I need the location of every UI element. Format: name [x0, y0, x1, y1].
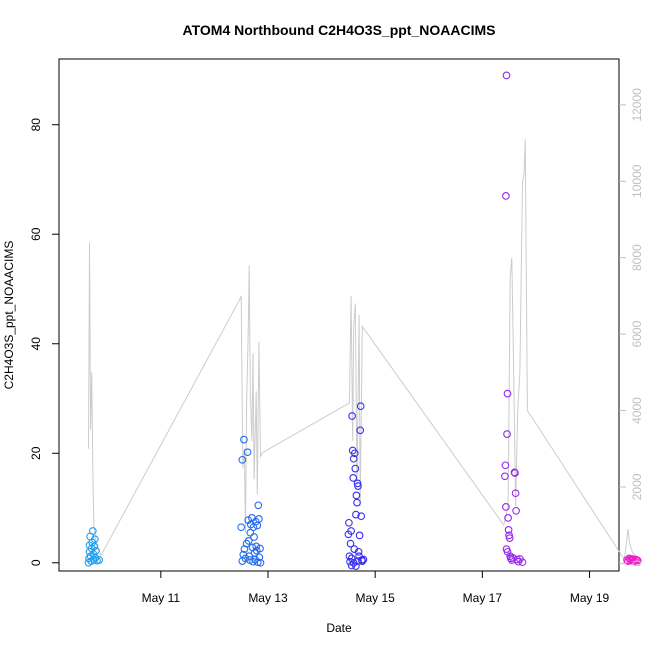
y2-tick-label: 4000 — [630, 397, 644, 424]
data-point — [238, 455, 247, 464]
data-point — [250, 533, 258, 541]
data-point — [518, 558, 527, 567]
y2-tick-label: 8000 — [630, 244, 644, 271]
data-point — [352, 510, 360, 519]
data-point — [243, 448, 252, 457]
y-tick-label: 0 — [29, 559, 43, 566]
data-point — [503, 430, 511, 438]
data-point — [249, 557, 257, 566]
data-point — [352, 491, 361, 500]
x-tick-label: May 11 — [142, 591, 181, 605]
y-tick-label: 40 — [29, 337, 43, 351]
x-axis: May 11 May 13 May 15 May 17 May 19 — [142, 571, 610, 605]
data-point — [358, 557, 367, 565]
y2-tick-label: 6000 — [630, 320, 644, 347]
y-tick-label: 20 — [29, 446, 43, 460]
data-point — [240, 435, 248, 444]
data-point — [91, 535, 99, 544]
plot-frame — [58, 58, 620, 572]
data-point — [501, 461, 510, 470]
data-point — [244, 537, 253, 545]
data-point — [356, 426, 365, 435]
y2-tick-label: 2000 — [630, 473, 644, 500]
data-point — [352, 562, 360, 570]
data-point — [503, 389, 512, 398]
x-axis-label: Date — [326, 621, 352, 635]
x-tick-label: May 15 — [355, 591, 395, 605]
data-point — [88, 527, 97, 535]
secondary-series-line — [88, 139, 636, 561]
data-point — [349, 454, 358, 463]
data-point — [512, 506, 520, 515]
data-point — [241, 554, 250, 563]
data-point — [628, 555, 637, 563]
data-point — [509, 554, 517, 562]
chart-title: ATOM4 Northbound C2H4O3S_ppt_NOAACIMS — [183, 22, 496, 38]
data-point — [255, 515, 263, 523]
data-point — [359, 555, 368, 564]
data-point — [345, 518, 353, 527]
data-point — [256, 544, 264, 553]
data-point — [350, 449, 359, 458]
data-point — [357, 512, 366, 521]
data-point — [502, 503, 510, 511]
data-point — [348, 412, 356, 420]
x-tick-label: May 13 — [248, 591, 288, 605]
data-point — [246, 528, 255, 537]
data-point — [89, 555, 98, 564]
data-point — [347, 527, 355, 535]
x-tick-label: May 17 — [463, 591, 503, 605]
data-points-group — [84, 71, 642, 570]
x-tick-label: May 19 — [570, 591, 610, 605]
y-tick-label: 80 — [29, 118, 43, 132]
data-point — [354, 557, 362, 565]
data-point — [502, 71, 511, 80]
data-point — [92, 546, 100, 555]
data-point — [346, 539, 355, 548]
data-point — [355, 531, 364, 540]
data-point — [502, 192, 510, 200]
data-point — [254, 501, 263, 510]
data-point — [354, 547, 363, 556]
data-point — [255, 553, 264, 562]
y-tick-label: 60 — [29, 227, 43, 241]
data-point — [504, 514, 512, 522]
data-point — [252, 542, 261, 551]
data-point — [345, 552, 354, 561]
secondary-line-group — [88, 139, 636, 561]
y2-tick-label: 0 — [630, 560, 644, 567]
data-point — [90, 542, 99, 551]
data-point — [504, 526, 513, 534]
data-point — [95, 556, 104, 564]
data-point — [501, 472, 509, 481]
y-axis-right: 0 2000 4000 6000 8000 10000 12000 — [619, 88, 644, 567]
data-point — [511, 469, 519, 477]
data-point — [505, 534, 514, 542]
data-point — [244, 516, 253, 524]
data-point — [354, 482, 362, 490]
data-point — [237, 523, 246, 532]
data-point — [349, 474, 358, 482]
y2-tick-label: 12000 — [630, 88, 644, 122]
y-axis-left: 0 20 40 60 80 — [29, 118, 59, 566]
data-point — [256, 558, 265, 567]
data-point — [633, 556, 642, 565]
data-point — [356, 402, 365, 411]
y2-tick-label: 10000 — [630, 164, 644, 198]
data-point — [351, 464, 360, 473]
y-axis-label: C2H4O3S_ppt_NOAACIMS — [2, 241, 16, 390]
data-point — [353, 498, 361, 507]
data-point — [511, 489, 520, 498]
data-point — [245, 552, 254, 561]
data-point — [251, 555, 259, 564]
data-point — [353, 479, 362, 488]
